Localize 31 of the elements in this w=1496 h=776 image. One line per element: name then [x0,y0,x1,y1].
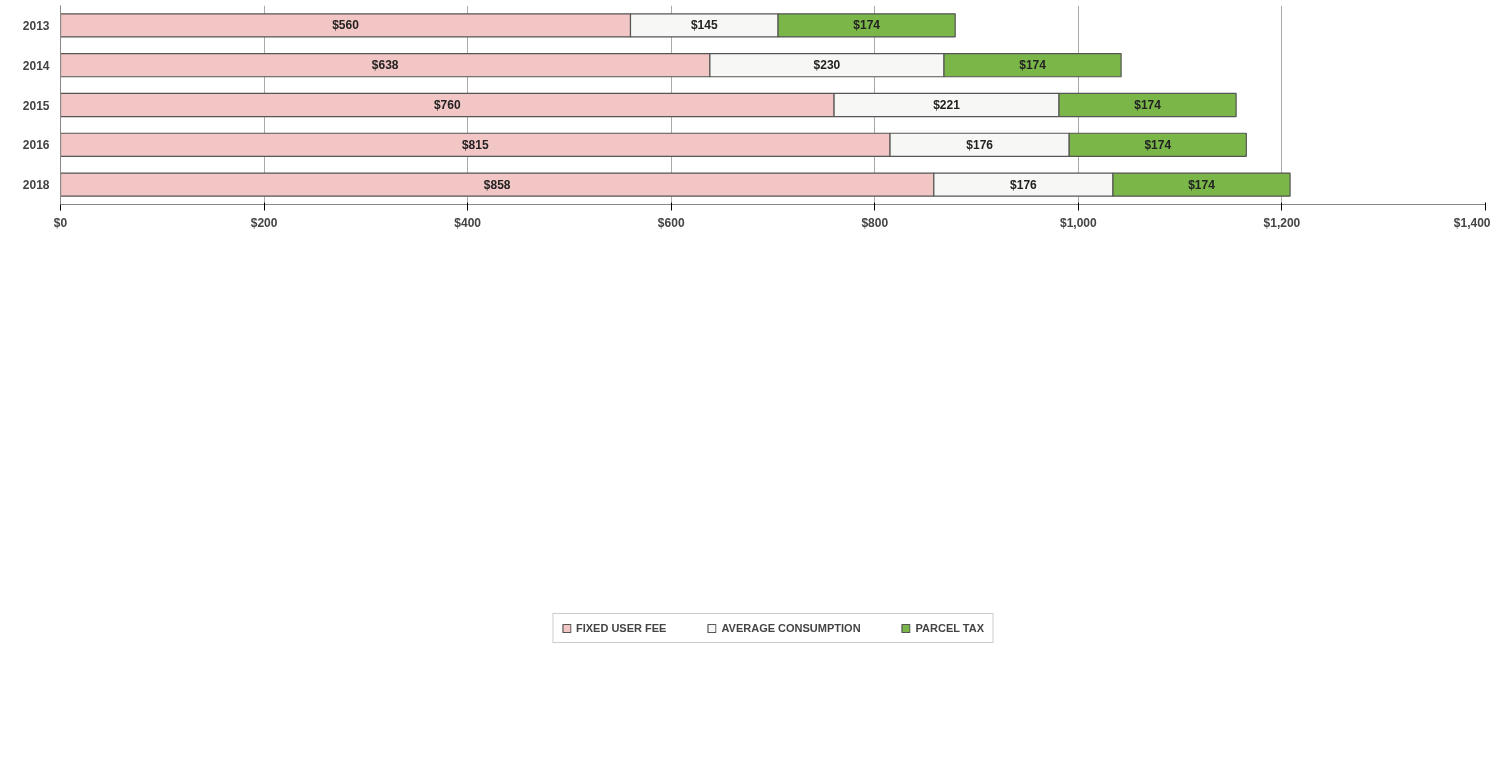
legend-label: PARCEL TAX [915,622,985,634]
x-tick-label: $800 [861,215,889,230]
y-tick-label: 2013 [22,18,50,33]
data-label: $174 [853,18,881,33]
y-tick-label: 2018 [22,178,50,193]
x-tick-label: $1,200 [1263,215,1301,230]
data-label: $221 [933,98,961,112]
data-label: $176 [966,137,994,152]
data-label: $174 [1144,137,1172,152]
x-tick-label: $0 [53,215,68,230]
data-label: $638 [371,58,399,73]
x-tick-label: $1,000 [1060,215,1098,230]
y-tick-label: 2014 [22,58,50,73]
data-label: $560 [332,18,360,33]
data-label: $176 [1010,177,1038,192]
data-label: $230 [813,58,841,73]
y-tick-label: 2015 [22,98,50,113]
legend-label: AVERAGE CONSUMPTION [721,622,861,634]
x-tick-label: $600 [657,215,685,230]
data-label: $760 [433,98,461,112]
y-tick-label: 2016 [22,138,50,153]
data-label: $174 [1019,58,1047,73]
data-label: $174 [1188,177,1216,192]
x-tick-label: $400 [454,215,482,230]
data-label: $815 [461,137,489,152]
legend-label: FIXED USER FEE [575,622,667,634]
x-tick-label: $1,400 [1453,215,1491,230]
x-tick-label: $200 [250,215,278,230]
data-label: $174 [1134,98,1162,112]
data-label: $858 [483,177,511,192]
data-label: $145 [690,18,718,33]
